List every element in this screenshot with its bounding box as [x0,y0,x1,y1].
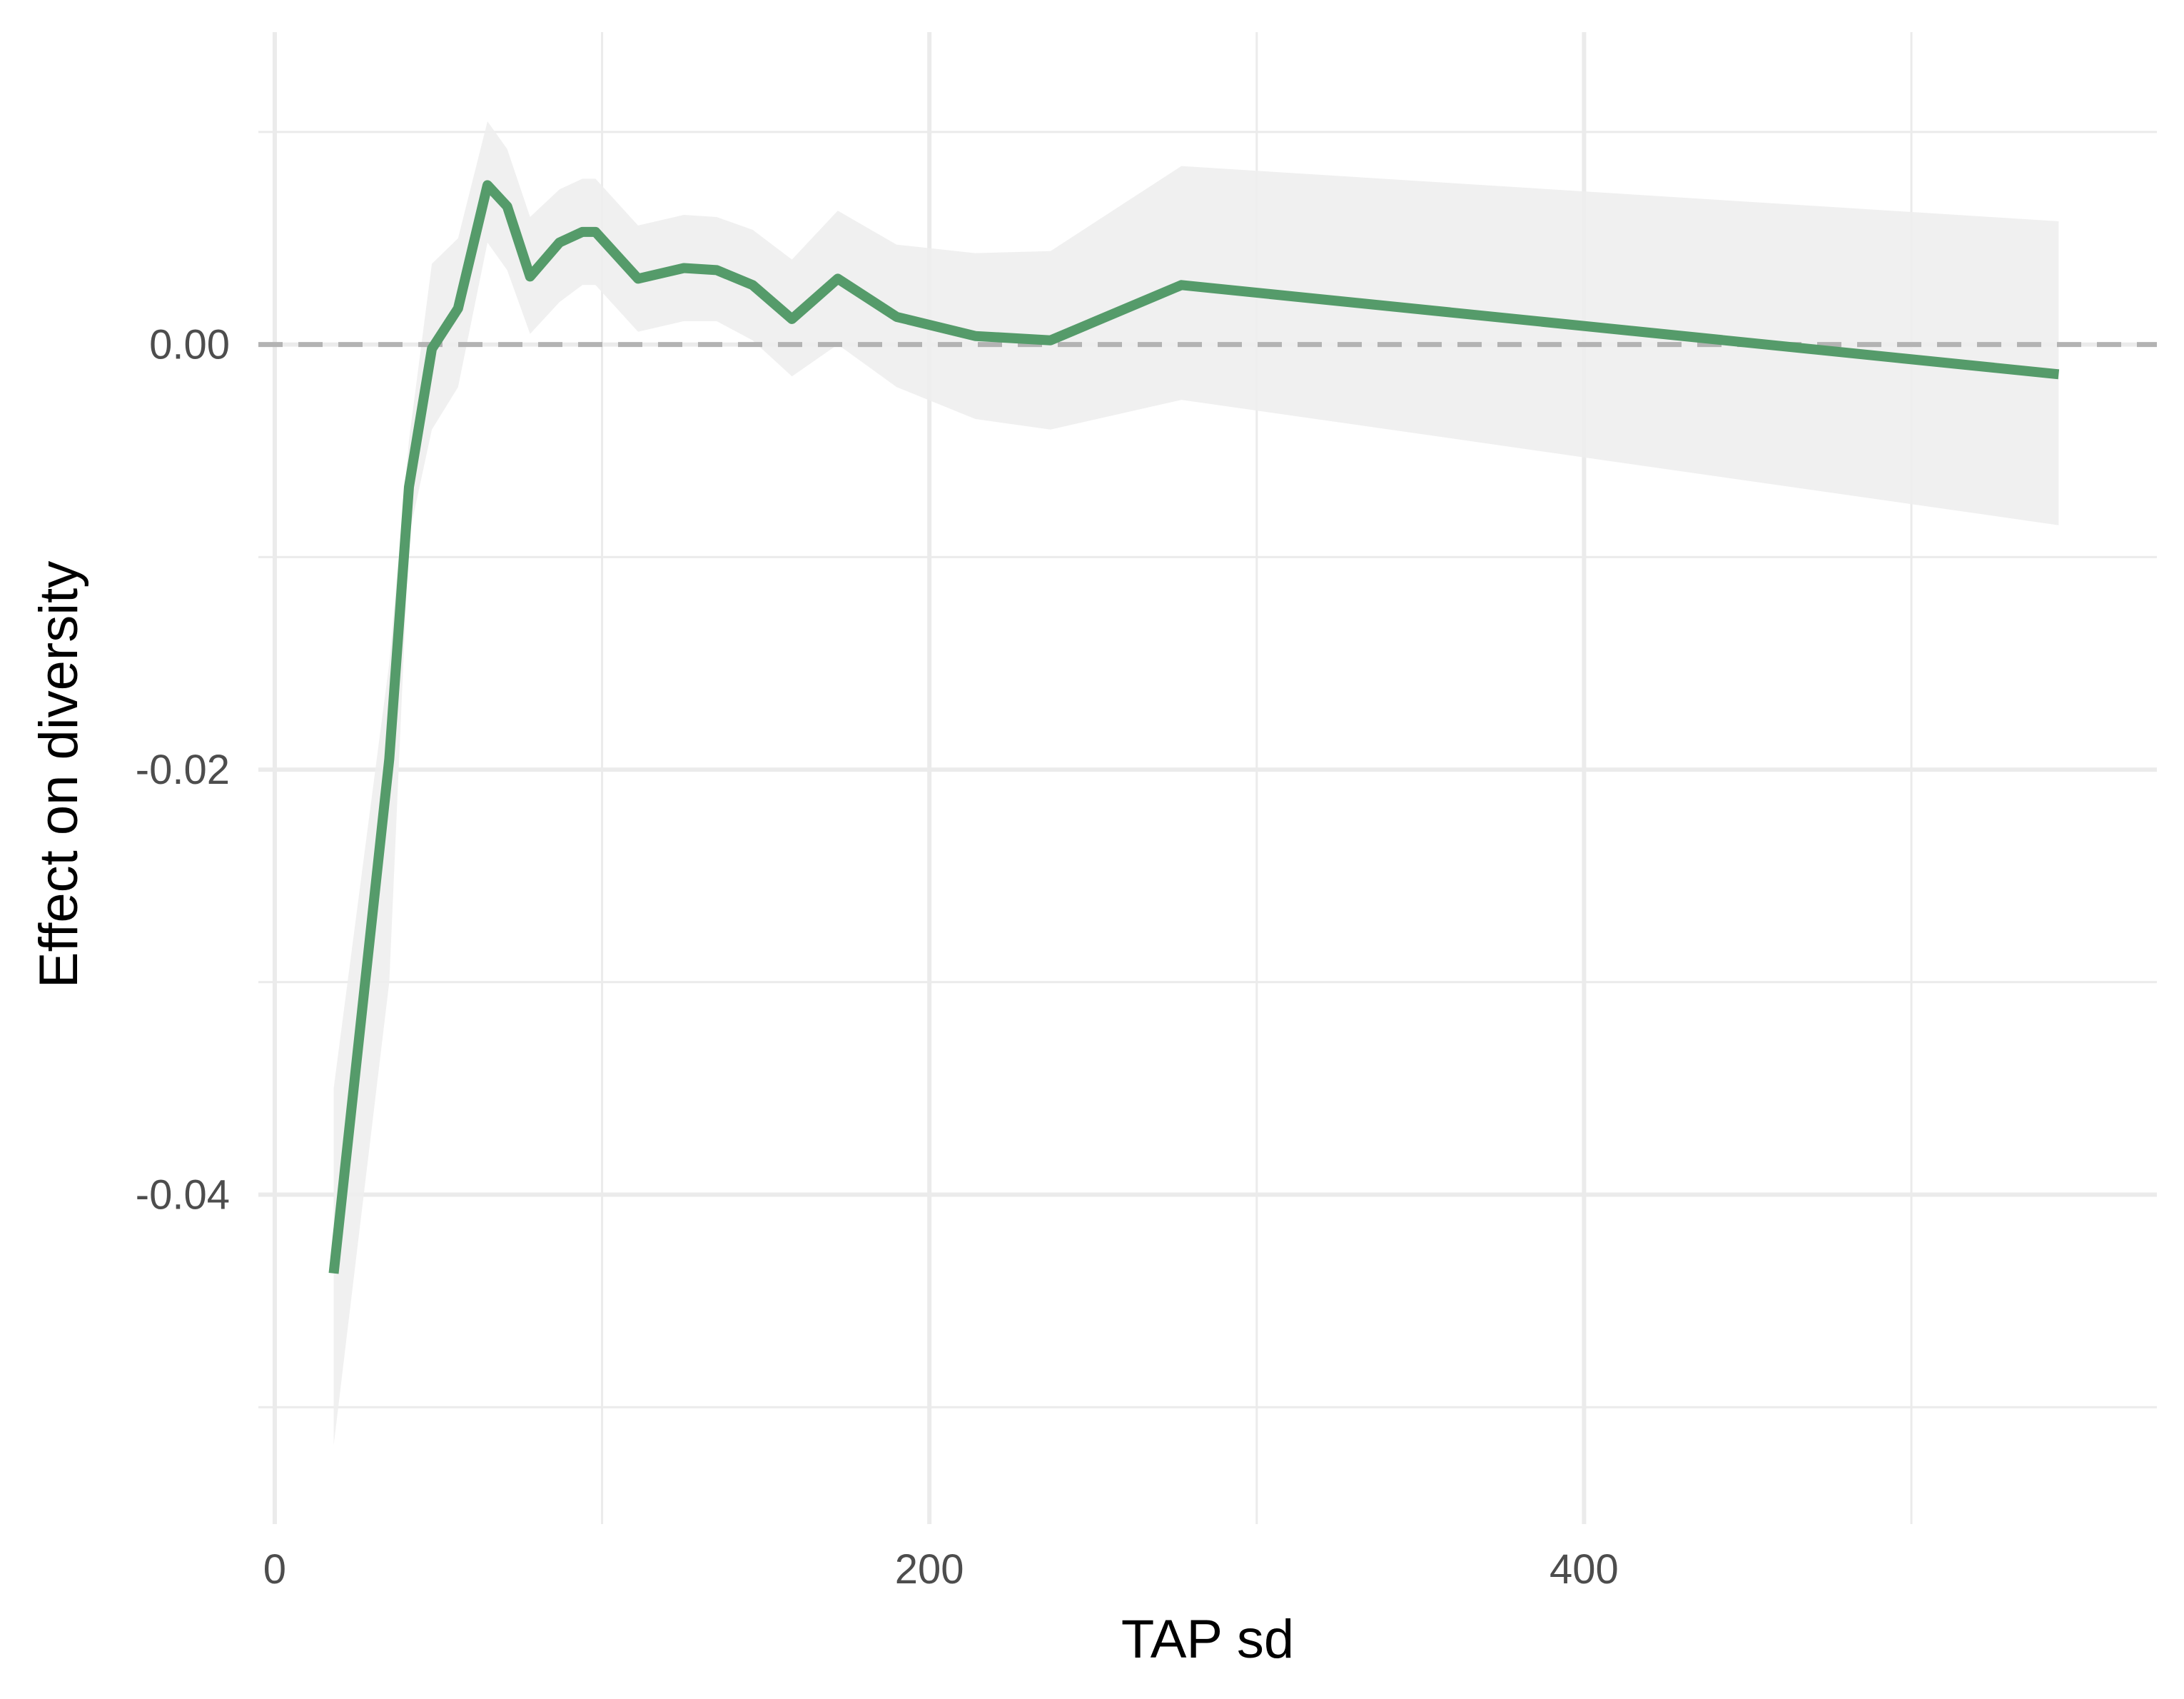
series-line [328,180,2060,1274]
series-lines [328,180,2060,1274]
y-tick-label: -0.04 [136,1172,230,1219]
x-axis-title: TAP sd [1121,1609,1294,1670]
x-tick-label: 200 [895,1546,964,1593]
x-tick-label: 400 [1549,1546,1619,1593]
confidence-ribbons [333,121,2059,1446]
y-tick-labels: -0.04 -0.02 0.00 [136,322,230,1219]
y-axis-title: Effect on diversity [29,561,89,988]
y-tick-label: 0.00 [149,322,230,368]
confidence-band [333,121,2059,1446]
x-tick-label: 0 [263,1546,286,1593]
y-tick-label: -0.02 [136,747,230,793]
x-tick-labels: 0 200 400 [263,1546,1619,1593]
